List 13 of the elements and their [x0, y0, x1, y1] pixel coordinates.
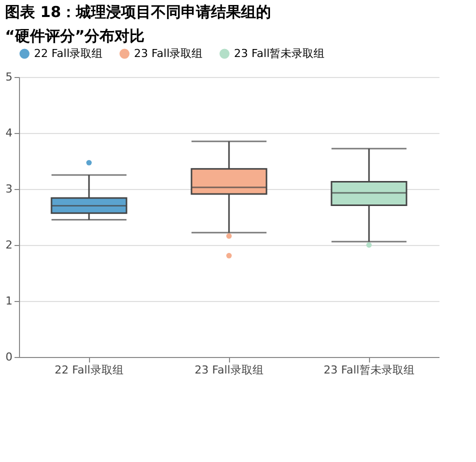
y-tick-label: 3 [6, 182, 12, 196]
x-tick-label: 23 Fall录取组 [194, 364, 264, 376]
chart-title: 图表 18：城理浸项目不同申请结果组的 “硬件评分”分布对比 [5, 3, 272, 45]
y-tick-label: 1 [6, 294, 12, 308]
x-tick-label: 22 Fall录取组 [54, 364, 124, 376]
legend-label: 23 Fall录取组 [134, 46, 203, 60]
y-tick-label: 4 [6, 126, 12, 140]
y-tick-label: 0 [6, 350, 12, 364]
y-tick-label: 2 [6, 238, 12, 252]
legend-label: 22 Fall录取组 [34, 46, 103, 60]
y-tick-label: 5 [6, 70, 12, 84]
x-tick-label: 23 Fall暂未录取组 [324, 364, 414, 376]
legend-label: 23 Fall暂未录取组 [234, 46, 325, 60]
